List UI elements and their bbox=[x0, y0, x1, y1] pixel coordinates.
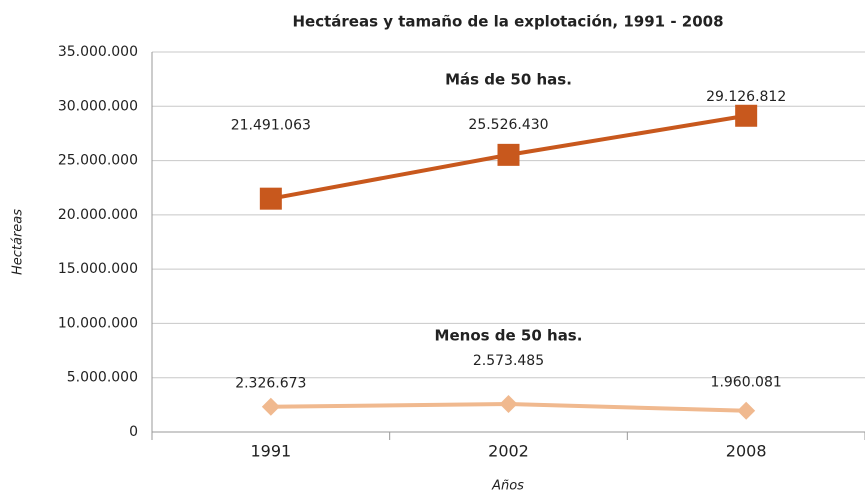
marker bbox=[735, 104, 758, 127]
y-axis-title: Hectáreas bbox=[11, 209, 26, 275]
series-name: Más de 50 has. bbox=[445, 71, 572, 89]
marker bbox=[261, 397, 280, 416]
series-name: Menos de 50 has. bbox=[435, 327, 583, 345]
y-tick-label: 35.000.000 bbox=[58, 44, 138, 60]
data-label: 1.960.081 bbox=[711, 375, 782, 391]
x-tick-label: 2002 bbox=[488, 442, 529, 461]
data-label: 29.126.812 bbox=[706, 89, 786, 105]
data-label: 21.491.063 bbox=[231, 118, 311, 134]
y-tick-label: 5.000.000 bbox=[67, 370, 138, 386]
marker bbox=[259, 187, 282, 210]
y-tick-label: 0 bbox=[129, 424, 138, 440]
y-tick-label: 30.000.000 bbox=[58, 98, 138, 114]
y-tick-label: 10.000.000 bbox=[58, 315, 138, 331]
data-label: 25.526.430 bbox=[468, 117, 548, 133]
marker bbox=[737, 401, 756, 420]
data-label: 2.326.673 bbox=[235, 376, 306, 392]
x-tick-label: 2008 bbox=[726, 442, 767, 461]
x-tick-label: 1991 bbox=[250, 442, 291, 461]
marker bbox=[499, 395, 518, 414]
x-axis-title: Años bbox=[491, 479, 524, 494]
data-label: 2.573.485 bbox=[473, 353, 544, 369]
y-tick-label: 15.000.000 bbox=[58, 261, 138, 277]
y-tick-label: 20.000.000 bbox=[58, 207, 138, 223]
marker bbox=[497, 143, 520, 166]
chart-title: Hectáreas y tamaño de la explotación, 19… bbox=[292, 13, 723, 31]
y-tick-label: 25.000.000 bbox=[58, 153, 138, 169]
